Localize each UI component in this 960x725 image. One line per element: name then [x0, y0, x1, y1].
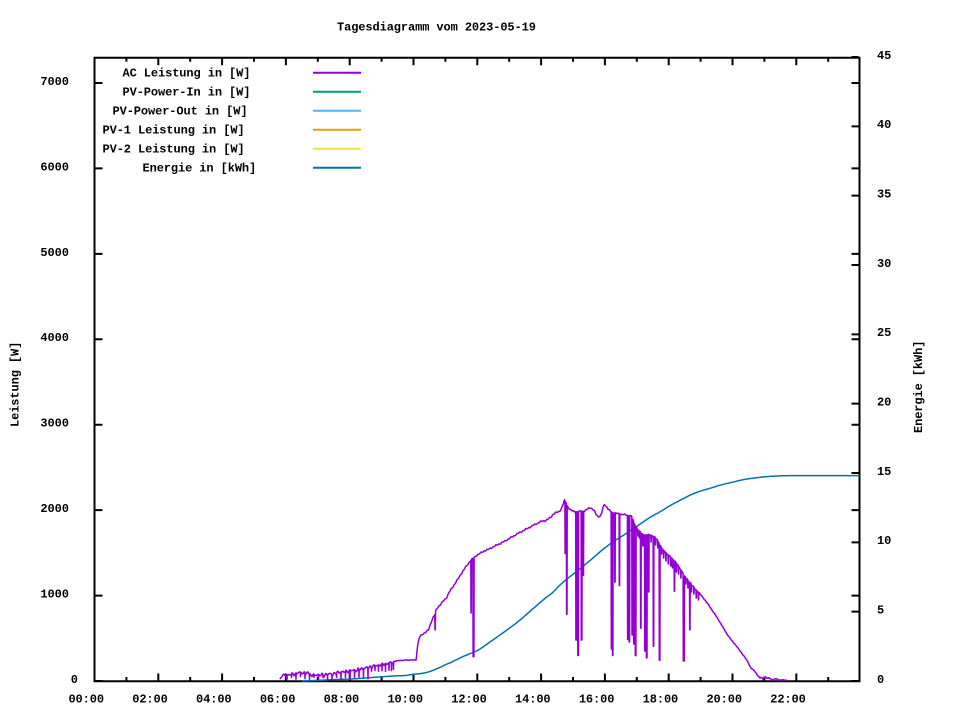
svg-text:35: 35 — [877, 188, 891, 202]
svg-text:15: 15 — [877, 465, 891, 479]
svg-text:45: 45 — [877, 49, 891, 63]
svg-text:PV-Power-In in [W]: PV-Power-In in [W] — [123, 86, 251, 100]
svg-text:Energie [kWh]: Energie [kWh] — [912, 341, 926, 433]
svg-text:2000: 2000 — [40, 502, 68, 516]
svg-text:20:00: 20:00 — [706, 693, 742, 707]
svg-text:Tagesdiagramm vom 2023-05-19: Tagesdiagramm vom 2023-05-19 — [337, 21, 536, 35]
svg-text:4000: 4000 — [40, 331, 68, 345]
svg-text:10:00: 10:00 — [387, 693, 423, 707]
svg-text:00:00: 00:00 — [68, 693, 104, 707]
svg-text:04:00: 04:00 — [196, 693, 232, 707]
svg-text:Energie in [kWh]: Energie in [kWh] — [143, 162, 257, 176]
svg-text:25: 25 — [877, 326, 891, 340]
svg-text:40: 40 — [877, 118, 891, 132]
svg-text:PV-1 Leistung in [W]: PV-1 Leistung in [W] — [103, 124, 245, 138]
svg-text:22:00: 22:00 — [770, 693, 806, 707]
svg-text:14:00: 14:00 — [515, 693, 551, 707]
svg-text:06:00: 06:00 — [260, 693, 296, 707]
svg-text:08:00: 08:00 — [324, 693, 360, 707]
svg-text:0: 0 — [71, 673, 78, 687]
svg-text:12:00: 12:00 — [451, 693, 487, 707]
svg-text:10: 10 — [877, 534, 891, 548]
svg-text:6000: 6000 — [40, 160, 68, 174]
svg-text:5000: 5000 — [40, 246, 68, 260]
svg-text:20: 20 — [877, 396, 891, 410]
svg-text:30: 30 — [877, 257, 891, 271]
svg-text:3000: 3000 — [40, 417, 68, 431]
svg-text:PV-2 Leistung in [W]: PV-2 Leistung in [W] — [103, 143, 245, 157]
svg-text:AC Leistung in [W]: AC Leistung in [W] — [123, 67, 251, 81]
svg-text:18:00: 18:00 — [643, 693, 679, 707]
svg-text:Leistung [W]: Leistung [W] — [9, 342, 23, 427]
svg-text:7000: 7000 — [40, 75, 68, 89]
svg-text:0: 0 — [877, 673, 884, 687]
svg-text:PV-Power-Out in [W]: PV-Power-Out in [W] — [113, 105, 248, 119]
svg-text:5: 5 — [877, 604, 884, 618]
svg-text:16:00: 16:00 — [579, 693, 615, 707]
svg-text:02:00: 02:00 — [132, 693, 168, 707]
svg-text:1000: 1000 — [40, 588, 68, 602]
